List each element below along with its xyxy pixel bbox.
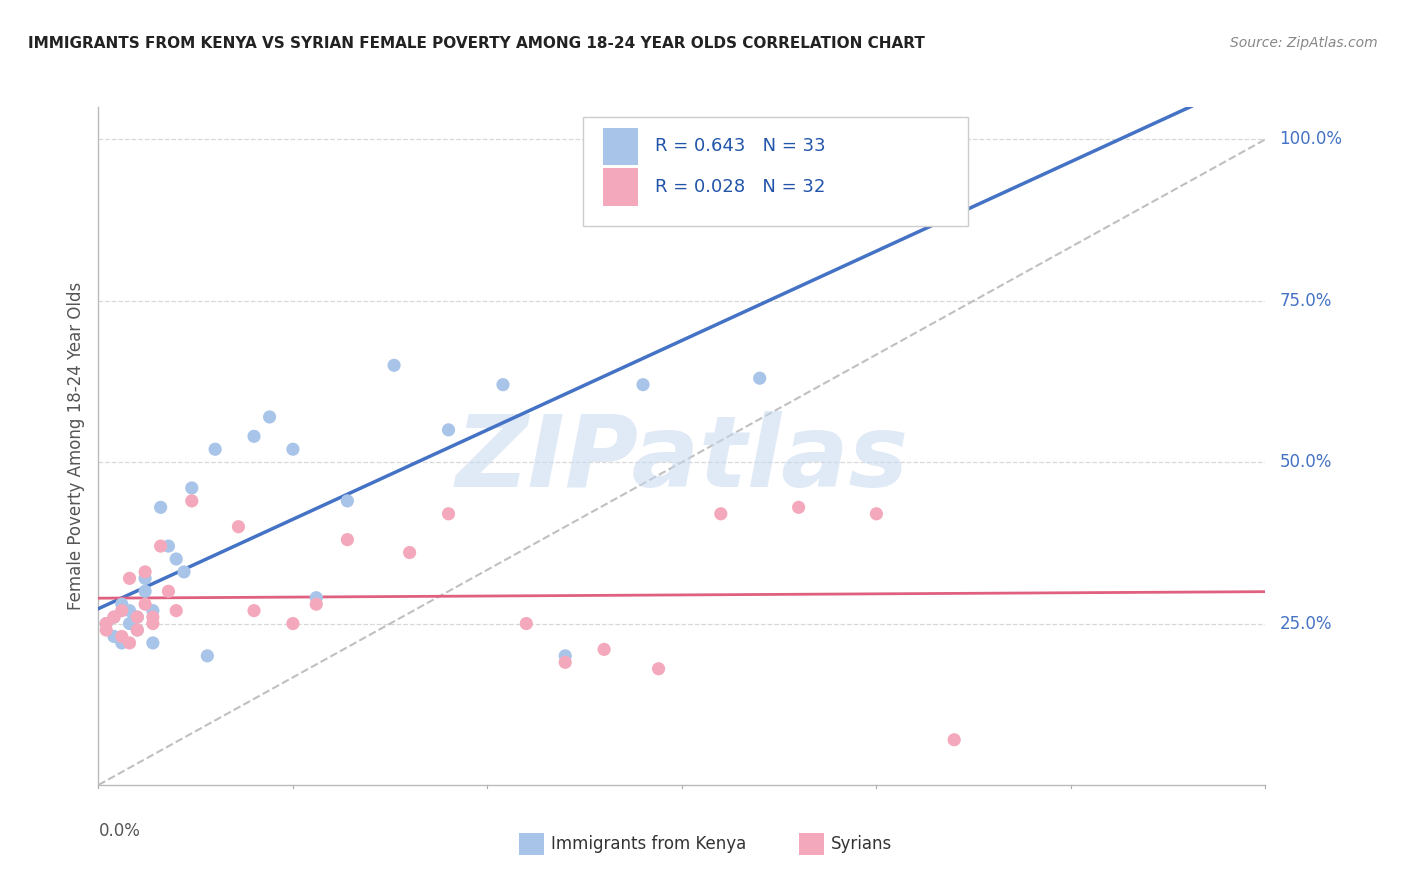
- Point: [492, 377, 515, 392]
- Point: [127, 623, 149, 637]
- Point: [281, 616, 304, 631]
- Text: R = 0.643   N = 33: R = 0.643 N = 33: [655, 137, 825, 155]
- Point: [127, 610, 149, 624]
- Point: [111, 604, 134, 618]
- Bar: [603, 169, 637, 206]
- Point: [305, 597, 328, 611]
- Text: 100.0%: 100.0%: [1279, 130, 1343, 148]
- Point: [142, 604, 165, 618]
- Bar: [603, 128, 637, 165]
- Point: [165, 604, 187, 618]
- Point: [157, 584, 180, 599]
- Point: [118, 616, 141, 631]
- Text: Source: ZipAtlas.com: Source: ZipAtlas.com: [1230, 36, 1378, 50]
- Point: [593, 642, 616, 657]
- FancyBboxPatch shape: [582, 117, 967, 226]
- Point: [195, 648, 218, 663]
- Point: [96, 623, 118, 637]
- Point: [243, 429, 266, 443]
- Text: ZIPatlas: ZIPatlas: [456, 411, 908, 508]
- Point: [827, 210, 849, 224]
- Point: [710, 507, 733, 521]
- Point: [149, 539, 172, 553]
- Text: R = 0.028   N = 32: R = 0.028 N = 32: [655, 178, 825, 196]
- Point: [134, 571, 156, 585]
- Text: 50.0%: 50.0%: [1279, 453, 1331, 471]
- Point: [647, 662, 669, 676]
- Point: [127, 610, 149, 624]
- Point: [134, 597, 156, 611]
- Point: [259, 409, 281, 424]
- Point: [336, 494, 359, 508]
- Point: [180, 481, 202, 495]
- Point: [398, 545, 420, 559]
- Point: [336, 533, 359, 547]
- Point: [118, 604, 141, 618]
- Bar: [519, 833, 544, 855]
- Point: [118, 571, 141, 585]
- Point: [103, 610, 125, 624]
- Text: 25.0%: 25.0%: [1279, 615, 1331, 632]
- Point: [943, 732, 966, 747]
- Text: Immigrants from Kenya: Immigrants from Kenya: [551, 835, 747, 853]
- Text: Syrians: Syrians: [831, 835, 893, 853]
- Point: [149, 500, 172, 515]
- Point: [515, 616, 537, 631]
- Point: [111, 636, 134, 650]
- Point: [157, 539, 180, 553]
- Text: 0.0%: 0.0%: [98, 822, 141, 840]
- Y-axis label: Female Poverty Among 18-24 Year Olds: Female Poverty Among 18-24 Year Olds: [66, 282, 84, 610]
- Point: [228, 519, 250, 533]
- Point: [437, 507, 460, 521]
- Point: [631, 377, 654, 392]
- Text: IMMIGRANTS FROM KENYA VS SYRIAN FEMALE POVERTY AMONG 18-24 YEAR OLDS CORRELATION: IMMIGRANTS FROM KENYA VS SYRIAN FEMALE P…: [28, 36, 925, 51]
- Point: [142, 616, 165, 631]
- Point: [281, 442, 304, 457]
- Point: [787, 500, 810, 515]
- Point: [382, 359, 405, 373]
- Point: [943, 138, 966, 153]
- Point: [180, 494, 202, 508]
- Point: [554, 648, 576, 663]
- Point: [554, 655, 576, 669]
- Point: [103, 630, 125, 644]
- Text: 75.0%: 75.0%: [1279, 292, 1331, 310]
- Point: [96, 616, 118, 631]
- Point: [748, 371, 770, 385]
- Point: [134, 584, 156, 599]
- Point: [437, 423, 460, 437]
- Point: [165, 552, 187, 566]
- Point: [142, 636, 165, 650]
- Point: [865, 507, 887, 521]
- Point: [243, 604, 266, 618]
- Point: [118, 636, 141, 650]
- Point: [204, 442, 226, 457]
- Point: [103, 610, 125, 624]
- Point: [111, 630, 134, 644]
- Point: [111, 597, 134, 611]
- Point: [142, 610, 165, 624]
- Point: [173, 565, 195, 579]
- Point: [134, 565, 156, 579]
- Point: [96, 616, 118, 631]
- Point: [127, 623, 149, 637]
- Bar: [799, 833, 824, 855]
- Point: [305, 591, 328, 605]
